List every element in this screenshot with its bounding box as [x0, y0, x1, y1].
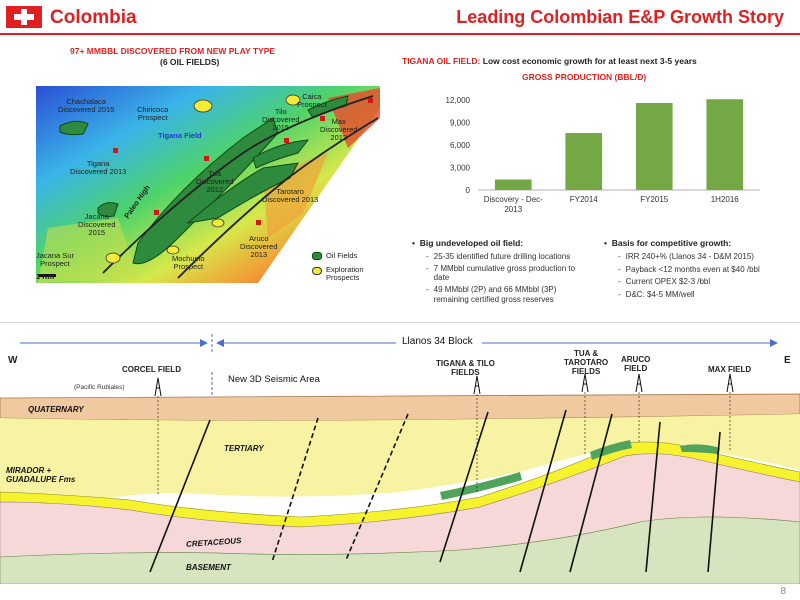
bullet-left-list: -25-35 identified future drilling locati… [412, 252, 592, 304]
bullets-right: • Basis for competitive growth: - IRR 240… [604, 238, 784, 303]
production-bar [635, 103, 673, 190]
logo-cross-icon [14, 9, 34, 25]
page-number: 8 [780, 586, 786, 597]
tua-tarotaro-label: TUA & TAROTARO FIELDS [564, 349, 609, 376]
pacific-label: (Pacific Rubiales) [74, 384, 125, 391]
page-title: Leading Colombian E&P Growth Story [456, 7, 784, 27]
bullet-right-item: - Current OPEX $2-3 /bbl [618, 277, 711, 287]
map-label-tua: Tua Discovered 2012 [196, 169, 234, 194]
east-label: E [784, 355, 791, 366]
tigana-title: TIGANA OIL FIELD: Low cost economic grow… [402, 56, 697, 66]
tigana-title-rest: Low cost economic growth for at least ne… [482, 56, 697, 66]
x-tick-label: 2013 [504, 205, 522, 214]
layer-tertiary: TERTIARY [224, 444, 264, 453]
aruco-field-label: ARUCO FIELD [621, 355, 651, 373]
map-subtitle: (6 OIL FIELDS) [160, 57, 220, 67]
tigana-title-prefix: TIGANA OIL FIELD: [402, 56, 481, 66]
tigana-tilo-label: TIGANA & TILO FIELDS [436, 359, 495, 377]
production-chart: 0 3,000 6,000 9,000 12,000 Discovery - Dec- 20… [420, 92, 770, 224]
bullets-left: • Big undeveloped oil field: -25-35 iden… [412, 238, 592, 306]
bullet-left-heading: • Big undeveloped oil field: [412, 238, 524, 248]
map-title: 97+ MMBBL DISCOVERED FROM NEW PLAY TYPE [70, 46, 276, 56]
map-label-chachalaca: Chachalaca Discovered 2015 [58, 97, 115, 114]
bullet-left-item: -49 MMbbl (2P) and 66 MMbbl (3P) remaini… [426, 284, 557, 304]
bullet-right-item: - Payback <12 months even at $40 /bbl [618, 264, 760, 274]
production-bar [565, 133, 603, 190]
map-label-chiricoca: Chiricoca Prospect [137, 105, 169, 122]
company-logo [6, 6, 42, 28]
section-divider [0, 322, 800, 323]
map-label-caica: Caica Prospect [297, 92, 327, 109]
map-label-max: Max Discovered 2012 [320, 117, 358, 142]
x-tick-label: FY2015 [640, 195, 669, 204]
bullet-right-list: - IRR 240+% (Llanos 34 - D&M 2015) - Payba… [604, 252, 784, 299]
map-label-mochuelo: Mochuelo Prospect [172, 254, 205, 271]
map-label-tigana: Tigana Discovered 2013 [70, 159, 127, 176]
bullet-right-heading: • Basis for competitive growth: [604, 238, 732, 248]
map-label-jacana: Jacana Discovered 2015 [78, 212, 116, 237]
layer-basement: BASEMENT [186, 563, 231, 572]
bullet-right-item: - IRR 240+% (Llanos 34 - D&M 2015) [618, 252, 754, 262]
map-scale-label: 1 Km [36, 272, 55, 281]
legend-exploration-label: Exploration Prospects [326, 265, 364, 282]
corcel-field-label: CORCEL FIELD [122, 365, 181, 374]
chart-title: GROSS PRODUCTION (BBL/D) [522, 72, 647, 82]
bullet-dot-icon: • [604, 238, 612, 248]
y-tick-label: 6,000 [450, 141, 471, 150]
layer-mirador: MIRADOR + GUADALUPE Fms [6, 466, 76, 484]
map-label-tigana-field: Tigana Field [158, 131, 202, 140]
country-title: Colombia [50, 7, 137, 28]
geologic-cross-section [0, 372, 800, 585]
oil-field-swatch-icon [312, 252, 322, 260]
map-label-jacana-sur: Jacana Sur Prospect [36, 251, 74, 268]
max-field-label: MAX FIELD [708, 365, 752, 374]
seismic-label: New 3D Seismic Area [228, 374, 320, 385]
bullet-dot-icon: • [412, 238, 420, 248]
block-arrow [0, 330, 800, 354]
west-label: W [8, 355, 18, 366]
x-tick-label: 1H2016 [711, 195, 740, 204]
y-tick-label: 3,000 [450, 164, 471, 173]
bullet-left-item: -25-35 identified future drilling locati… [426, 252, 571, 262]
legend-oil-fields: Oil Fields [312, 252, 357, 260]
prospect-swatch-icon [312, 267, 322, 275]
header-divider [0, 33, 800, 35]
well-derrick-icon [154, 373, 734, 397]
y-tick-label: 12,000 [446, 96, 471, 105]
oil-field-map [28, 78, 388, 288]
bullet-right-item: - D&C: $4-5 MM/well [618, 289, 695, 299]
x-tick-label: FY2014 [570, 195, 599, 204]
legend-oil-fields-label: Oil Fields [326, 251, 358, 261]
map-label-tilo: Tilo Discovered 2015 [262, 107, 300, 132]
y-tick-label: 9,000 [450, 119, 471, 128]
y-tick-label: 0 [466, 186, 471, 195]
production-bar [494, 179, 532, 190]
legend-exploration: Exploration Prospects [312, 266, 364, 282]
block-label: Llanos 34 Block [402, 336, 473, 347]
production-bar [706, 99, 744, 190]
map-label-tarotaro: Tarotaro Discovered 2013 [262, 187, 319, 204]
x-tick-label: Discovery - Dec- [484, 195, 543, 204]
bullet-left-item: -7 MMbbl cumulative gross production to … [426, 263, 576, 283]
map-label-aruco: Aruco Discovered 2013 [240, 234, 278, 259]
production-bar-chart: 0 3,000 6,000 9,000 12,000 Discovery - Dec-20… [446, 96, 760, 214]
layer-quaternary: QUATERNARY [28, 405, 84, 414]
